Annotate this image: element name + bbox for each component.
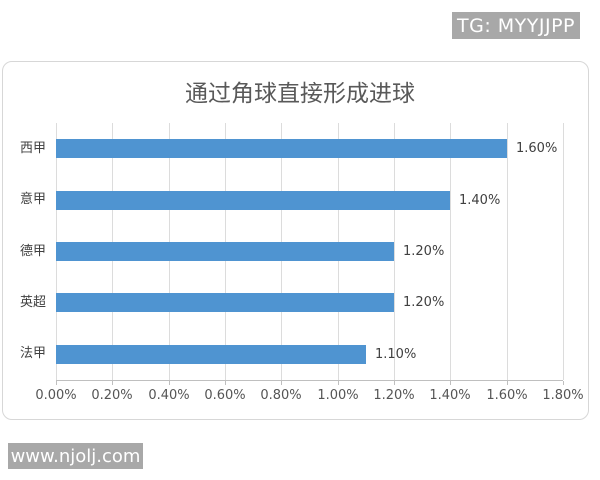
x-tick-label: 1.80% — [542, 388, 584, 403]
bar-法甲 — [56, 345, 366, 364]
watermark-telegram-badge: TG: MYYJJPP — [452, 12, 580, 39]
axis-tick — [338, 381, 339, 385]
value-label: 1.40% — [459, 193, 501, 208]
axis-tick — [169, 381, 170, 385]
watermark-telegram-text: TG: MYYJJPP — [457, 14, 575, 37]
bar-德甲 — [56, 242, 394, 261]
category-label: 德甲 — [19, 244, 46, 259]
x-tick-label: 1.20% — [373, 388, 415, 403]
axis-tick — [56, 381, 57, 385]
plot-area: 1.60% 1.40% 1.20% 1.20% 1.10% — [56, 123, 564, 385]
gridline — [507, 123, 508, 380]
value-label: 1.20% — [403, 295, 445, 310]
watermark-website-text: www.njolj.com — [10, 445, 141, 467]
x-tick-label: 0.00% — [35, 388, 77, 403]
x-tick-label: 0.60% — [204, 388, 246, 403]
bar-西甲 — [56, 139, 507, 158]
category-label: 西甲 — [19, 141, 46, 156]
chart-title: 通过角球直接形成进球 — [185, 81, 415, 107]
x-tick-label: 1.40% — [429, 388, 471, 403]
x-tick-label: 0.80% — [260, 388, 302, 403]
gridline — [450, 123, 451, 380]
value-label: 1.20% — [403, 244, 445, 259]
value-label: 1.60% — [516, 141, 558, 156]
gridline — [394, 123, 395, 380]
value-label: 1.10% — [375, 347, 417, 362]
bar-英超 — [56, 293, 394, 312]
gridline — [563, 123, 564, 380]
x-tick-label: 1.00% — [317, 388, 359, 403]
x-tick-label: 0.20% — [91, 388, 133, 403]
axis-tick — [507, 381, 508, 385]
axis-tick — [394, 381, 395, 385]
watermark-website-badge: www.njolj.com — [8, 443, 143, 469]
x-tick-label: 0.40% — [148, 388, 190, 403]
category-label: 英超 — [19, 295, 46, 310]
bar-意甲 — [56, 191, 450, 210]
category-label: 法甲 — [19, 346, 46, 361]
category-label: 意甲 — [19, 192, 46, 207]
axis-tick — [450, 381, 451, 385]
x-axis-line — [56, 380, 563, 381]
axis-tick — [225, 381, 226, 385]
axis-tick — [112, 381, 113, 385]
axis-tick — [563, 381, 564, 385]
x-tick-label: 1.60% — [486, 388, 528, 403]
axis-tick — [281, 381, 282, 385]
